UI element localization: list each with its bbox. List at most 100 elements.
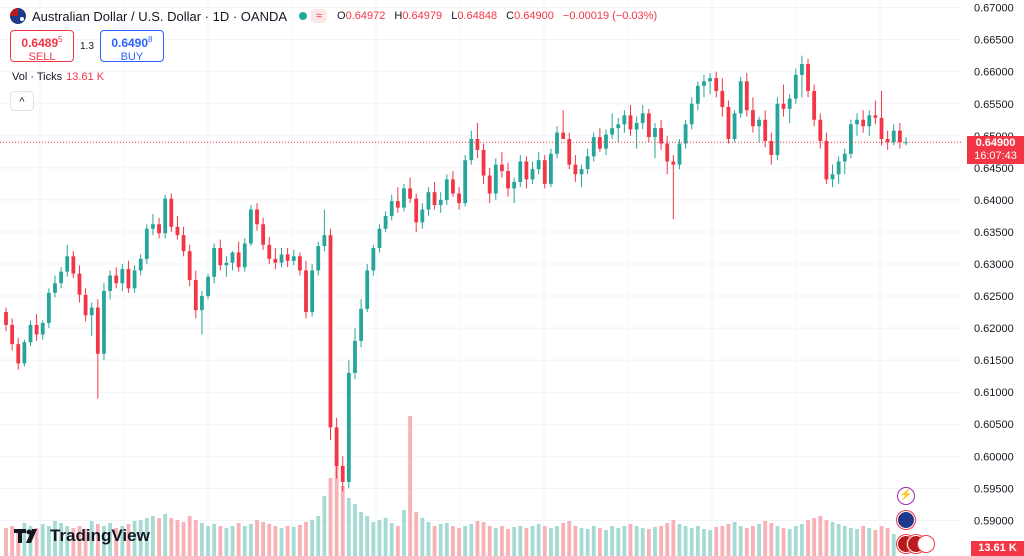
candle-body [555,132,559,154]
candle [267,237,272,264]
volume-bar [316,516,321,556]
candle [328,228,333,441]
candle-body [132,270,137,289]
candle [800,55,804,98]
volume-bars [4,416,896,556]
candle [273,247,278,270]
candle [769,132,774,165]
lightning-event-icon[interactable]: ⚡ [897,487,915,505]
candle-body [506,171,510,189]
candle [897,122,902,149]
volume-bar [340,486,345,556]
ohlc-high-value: 0.64979 [402,10,443,22]
volume-bar [536,524,541,556]
volume-bar [83,529,88,556]
price-axis[interactable]: 0.670000.665000.660000.655000.650000.645… [974,3,1014,528]
candle [646,108,651,143]
candle [242,238,247,272]
candle-body [573,164,578,175]
volume-bar [255,520,259,556]
candle-body [628,115,633,130]
volume-bar [359,512,363,556]
candle-body [322,235,327,247]
volume-bar [542,526,547,556]
candle [659,119,663,150]
volume-bar [46,526,51,556]
volume-bar [4,528,8,556]
volume-bar [579,528,584,556]
candle [169,193,174,232]
candle-body [395,201,400,208]
candle-body [812,90,817,120]
candle [506,162,510,197]
candle-body [879,117,884,140]
y-tick-label: 0.66500 [974,35,1014,47]
candle-body [451,179,455,194]
candle [738,76,743,118]
usd-event-icon[interactable] [917,535,935,553]
volume-bar [89,521,94,556]
volume-bar [279,528,284,556]
candle [359,299,363,348]
aud-event-icon[interactable] [897,511,915,529]
candle-body [806,64,810,91]
volume-bar [812,518,817,556]
volume-bar [549,528,553,556]
volume-bar [622,526,627,556]
candle [108,270,112,300]
volume-bar [16,531,21,556]
candle [849,119,853,159]
volume-bar [175,520,180,556]
volume-bar [193,520,198,556]
volume-bar [726,524,731,556]
candle-body [83,294,88,316]
volume-value: 13.61 K [66,71,105,83]
candle [628,105,633,136]
symbol-title[interactable]: Australian Dollar / U.S. Dollar · 1D · O… [32,8,288,24]
sell-price: 0.64895 [21,35,63,50]
candle [279,247,284,268]
volume-bar [702,529,706,556]
candle [163,194,168,239]
sell-button[interactable]: 0.64895 SELL [10,30,74,63]
volume-legend[interactable]: Vol · Ticks 13.61 K [12,71,104,83]
volume-bar [610,526,615,556]
tradingview-logo[interactable]: TradingView [14,526,150,546]
volume-bar [163,514,168,556]
volume-bar [71,528,76,556]
candle-body [53,283,57,293]
candle-body [708,78,712,82]
candle [842,148,847,175]
candle-body [218,247,223,266]
candle-body [359,308,363,341]
volume-bar [206,526,210,556]
candle-body [830,174,835,180]
y-tick-label: 0.61000 [974,387,1014,399]
candlestick-series [4,55,908,492]
volume-bar [677,524,682,556]
volume-bar [763,521,768,556]
volume-bar [65,526,70,556]
candle-body [677,143,682,165]
volume-bar [659,526,663,556]
volume-bar [426,522,431,556]
candle-body [610,128,615,135]
candle-body [126,269,131,289]
candle-body [818,119,823,141]
collapse-legend-button[interactable]: ^ [10,91,34,111]
buy-button[interactable]: 0.64908 BUY [99,30,164,63]
y-tick-label: 0.59000 [974,515,1014,527]
volume-bar [395,526,400,556]
last-price-label: 0.64900 16:07:43 [967,136,1024,164]
volume-bar [628,524,633,556]
volume-bar [591,526,596,556]
candle [536,151,541,175]
market-status[interactable]: ≈ [299,9,328,23]
candle [720,78,725,117]
volume-bar [757,524,761,556]
candle [218,239,223,271]
candle [175,215,180,240]
candle-body [836,161,841,175]
candle-body [579,169,584,175]
